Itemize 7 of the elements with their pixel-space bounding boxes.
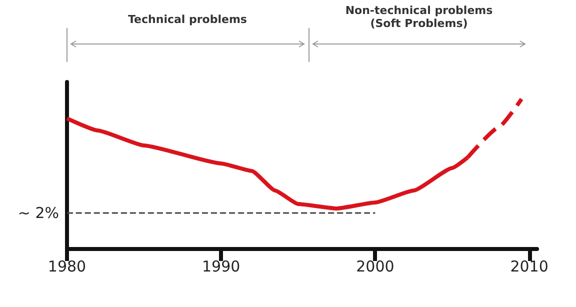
x-tick-label: 2000 bbox=[356, 258, 394, 276]
x-tick-label: 1990 bbox=[202, 258, 240, 276]
x-tick-label: 2010 bbox=[510, 258, 548, 276]
text: Technical problems bbox=[128, 13, 247, 26]
text: Non-technical problems (Soft Problems) bbox=[345, 4, 493, 30]
annotation: ~ 2% bbox=[18, 204, 59, 222]
x-tick-label: 1980 bbox=[48, 258, 86, 276]
